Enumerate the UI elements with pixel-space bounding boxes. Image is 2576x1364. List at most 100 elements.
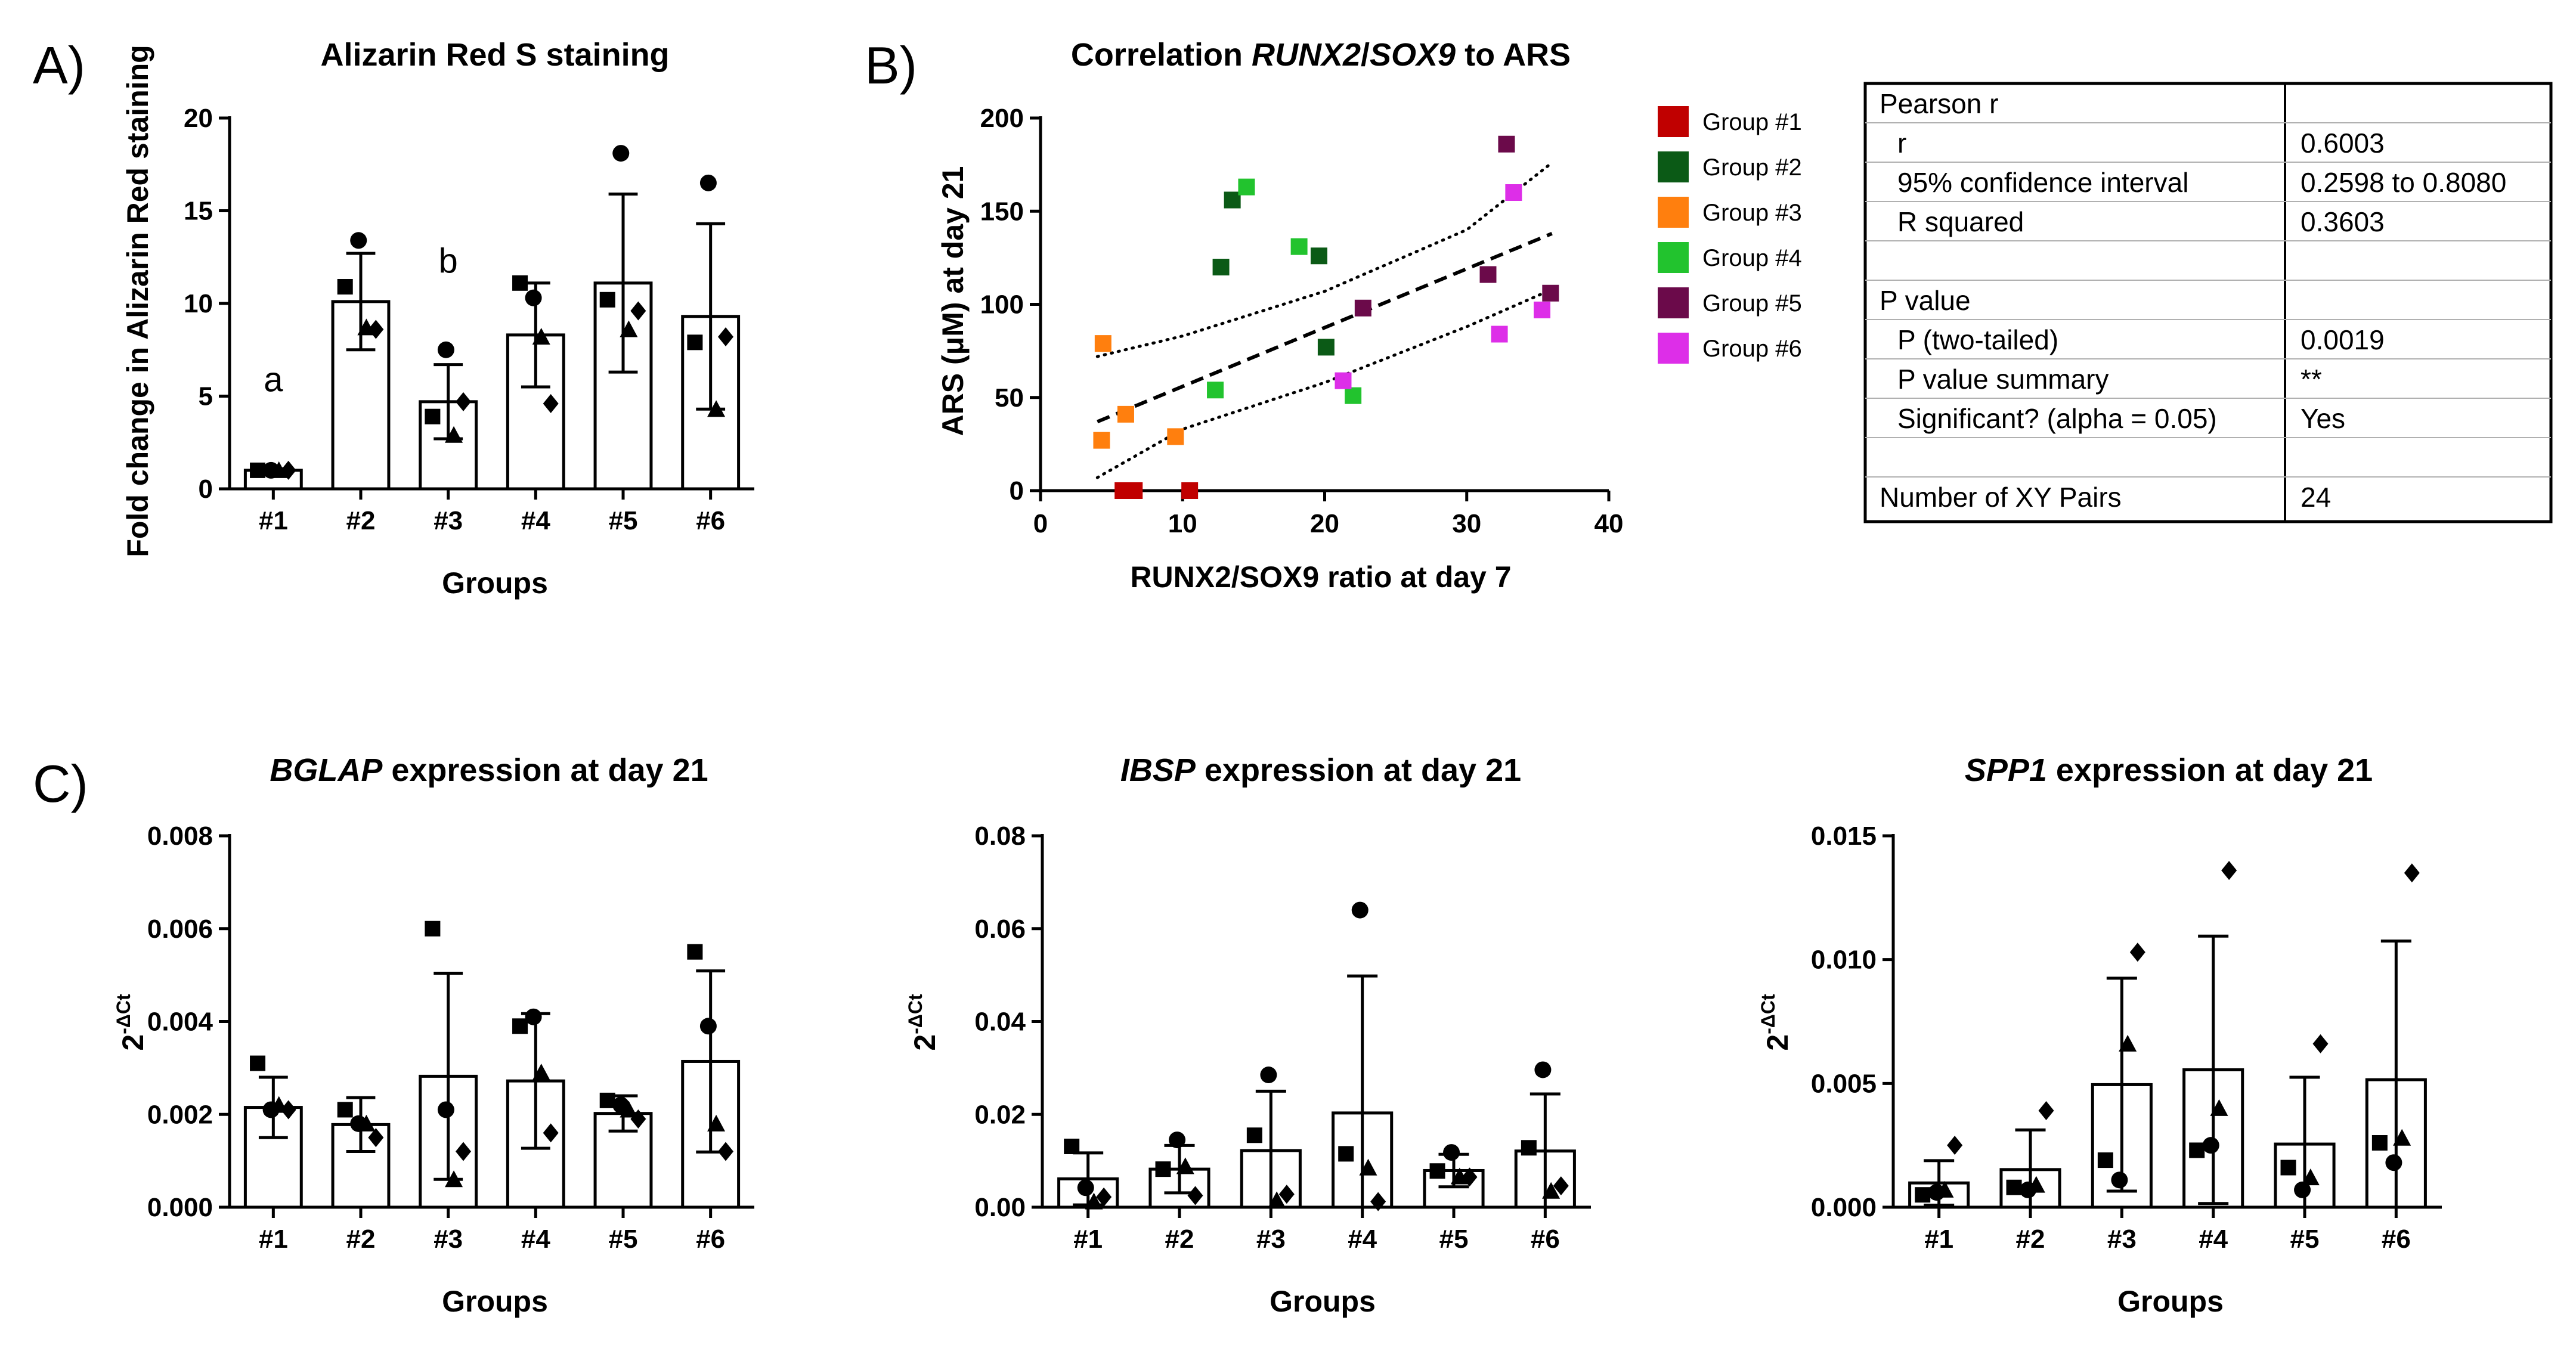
bglap-data-point bbox=[337, 1102, 353, 1118]
spp1-data-point bbox=[2371, 1135, 2388, 1151]
legend-swatch-group-4 bbox=[1658, 242, 1689, 273]
bglap-ylabel-exponent: -ΔCt bbox=[113, 994, 134, 1034]
corr-xtick-label: 40 bbox=[1594, 509, 1624, 538]
corr-ytick-label: 100 bbox=[980, 290, 1024, 320]
ars-data-point bbox=[532, 327, 550, 345]
spp1-xtick-label: #5 bbox=[2290, 1224, 2320, 1254]
ibsp-xtick-label: #6 bbox=[1531, 1224, 1560, 1254]
ibsp-data-point bbox=[1359, 1158, 1377, 1176]
ibsp-data-point bbox=[1429, 1163, 1445, 1179]
bglap-data-point bbox=[425, 920, 441, 937]
ars-data-point bbox=[687, 334, 703, 351]
bglap-data-point bbox=[718, 1142, 734, 1161]
bglap-title: BGLAP expression at day 21 bbox=[270, 752, 708, 788]
stats-label: R squared bbox=[1897, 206, 2024, 237]
spp1-ylabel-base: 2 bbox=[1761, 1034, 1794, 1051]
bglap-data-point bbox=[525, 1008, 542, 1025]
legend-swatch-group-1 bbox=[1658, 106, 1689, 137]
ars-xlabel: Groups bbox=[442, 566, 548, 600]
bglap-ylabel: 2-ΔCt bbox=[113, 994, 150, 1051]
ibsp-ytick-label: 0.08 bbox=[974, 822, 1026, 851]
corr-point-group-3 bbox=[1117, 405, 1134, 423]
stats-value: Yes bbox=[2301, 403, 2345, 434]
ars-data-point bbox=[512, 275, 528, 291]
corr-point-group-4 bbox=[1238, 178, 1255, 196]
spp1-ylabel-exponent: -ΔCt bbox=[1757, 994, 1779, 1034]
ibsp-ylabel-base: 2 bbox=[908, 1034, 942, 1051]
corr-ytick-label: 0 bbox=[1010, 476, 1024, 506]
corr-title-part-1: Correlation bbox=[1071, 37, 1252, 73]
bglap-data-point bbox=[368, 1128, 384, 1148]
spp1-data-point bbox=[2280, 1160, 2296, 1176]
ars-ytick-label: 5 bbox=[199, 382, 213, 411]
bglap-bar-chart: BGLAP expression at day 21 Groups 0.000 0… bbox=[113, 752, 754, 1318]
ibsp-data-point bbox=[1246, 1127, 1262, 1143]
spp1-title: SPP1 expression at day 21 bbox=[1965, 752, 2373, 788]
legend-label-group-1: Group #1 bbox=[1702, 109, 1802, 135]
ibsp-data-point bbox=[1553, 1176, 1569, 1196]
spp1-data-point bbox=[2393, 1129, 2411, 1146]
corr-title: Correlation RUNX2/SOX9 to ARS bbox=[1071, 37, 1571, 73]
bglap-xtick-label: #4 bbox=[521, 1224, 550, 1254]
bglap-data-point bbox=[437, 1101, 454, 1118]
spp1-data-point bbox=[2111, 1171, 2128, 1189]
ars-annotation-b: b bbox=[439, 241, 458, 280]
ibsp-xlabel: Groups bbox=[1270, 1285, 1376, 1318]
ibsp-data-point bbox=[1521, 1140, 1537, 1156]
ibsp-data-point bbox=[1268, 1191, 1286, 1208]
spp1-data-point bbox=[2301, 1168, 2320, 1186]
ibsp-data-point bbox=[1260, 1067, 1277, 1084]
spp1-ytick-label: 0.015 bbox=[1811, 822, 1877, 851]
corr-ci-upper bbox=[1095, 161, 1554, 358]
legend-label-group-2: Group #2 bbox=[1702, 154, 1802, 181]
bglap-xtick-label: #1 bbox=[259, 1224, 288, 1254]
stats-value: 0.6003 bbox=[2301, 128, 2385, 159]
spp1-bar-chart: SPP1 expression at day 21 Groups 0.000 0.… bbox=[1757, 752, 2442, 1318]
ibsp-ylabel-exponent: -ΔCt bbox=[905, 994, 926, 1034]
ibsp-data-point bbox=[1450, 1167, 1469, 1185]
ars-data-point bbox=[368, 320, 384, 339]
stats-label: 95% confidence interval bbox=[1897, 167, 2188, 198]
corr-title-slash: / bbox=[1361, 37, 1370, 73]
ars-data-point bbox=[280, 460, 296, 480]
bglap-xtick-label: #5 bbox=[609, 1224, 638, 1254]
spp1-data-point bbox=[2385, 1154, 2402, 1171]
bglap-ylabel-base: 2 bbox=[116, 1034, 150, 1051]
bglap-ytick-label: 0.002 bbox=[147, 1100, 213, 1129]
corr-xtick-label: 30 bbox=[1452, 509, 1481, 538]
spp1-data-point bbox=[2312, 1034, 2329, 1053]
corr-regression-line bbox=[1097, 231, 1553, 424]
bglap-title-gene: BGLAP bbox=[270, 752, 383, 788]
corr-point-group-2 bbox=[1317, 339, 1335, 356]
corr-ytick-label: 200 bbox=[980, 104, 1024, 133]
ibsp-data-point bbox=[1370, 1192, 1386, 1211]
spp1-title-rest: expression at day 21 bbox=[2047, 752, 2373, 788]
ars-xtick-label: #2 bbox=[346, 506, 376, 535]
ars-ytick-label: 20 bbox=[184, 104, 213, 133]
ibsp-data-point bbox=[1176, 1157, 1194, 1174]
ibsp-data-point bbox=[1443, 1144, 1460, 1161]
bglap-ytick-label: 0.000 bbox=[147, 1193, 213, 1222]
spp1-data-point bbox=[2294, 1181, 2311, 1198]
corr-title-runx2: RUNX2 bbox=[1252, 37, 1361, 73]
corr-ylabel: ARS (μM) at day 21 bbox=[936, 166, 970, 436]
spp1-data-point bbox=[2129, 943, 2145, 962]
spp1-ytick-label: 0.005 bbox=[1811, 1069, 1877, 1098]
spp1-data-point bbox=[2189, 1142, 2205, 1158]
ars-xtick-label: #5 bbox=[609, 506, 638, 535]
stats-label: Pearson r bbox=[1880, 88, 1998, 119]
spp1-xtick-label: #4 bbox=[2199, 1224, 2228, 1254]
legend-label-group-5: Group #5 bbox=[1702, 290, 1802, 317]
ars-xtick-label: #4 bbox=[521, 506, 550, 535]
bglap-data-point bbox=[687, 944, 703, 960]
corr-point-group-6 bbox=[1335, 372, 1352, 389]
bglap-data-point bbox=[357, 1114, 376, 1132]
stats-label: r bbox=[1897, 128, 1906, 159]
ibsp-xtick-label: #1 bbox=[1073, 1224, 1103, 1254]
ibsp-ytick-label: 0.02 bbox=[974, 1100, 1026, 1129]
ibsp-data-point bbox=[1064, 1138, 1080, 1154]
stats-value: 0.2598 to 0.8080 bbox=[2301, 167, 2506, 198]
corr-xtick-label: 20 bbox=[1310, 509, 1339, 538]
bglap-xtick-label: #2 bbox=[346, 1224, 376, 1254]
